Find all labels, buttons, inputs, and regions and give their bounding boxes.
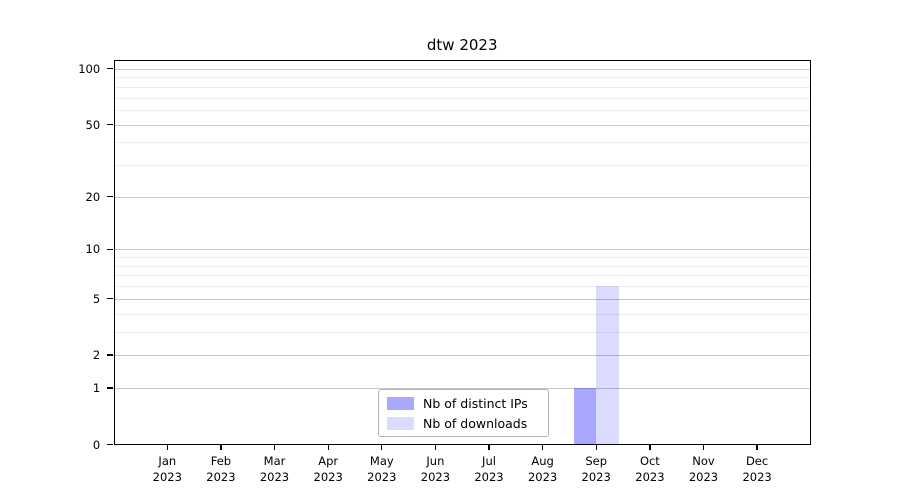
y-tick [107,443,113,446]
x-tick [220,444,222,450]
x-tick [381,444,383,450]
y-tick-label: 100 [78,61,101,76]
x-tick-label: Aug 2023 [527,453,558,485]
x-tick [756,444,758,450]
gridline-minor [113,77,811,79]
gridline-major [113,388,811,390]
bar-downloads [596,286,619,445]
x-tick [273,444,276,450]
y-tick-label: 0 [92,437,101,452]
gridline-minor [113,86,811,88]
y-tick-label: 50 [85,117,101,132]
x-tick [488,444,490,450]
legend: Nb of distinct IPs Nb of downloads [378,389,549,437]
x-tick-label: Feb 2023 [206,453,236,485]
gridline-major [113,249,811,251]
gridline-minor [113,165,811,166]
x-tick-label: Mar 2023 [259,453,290,485]
x-tick [434,444,437,450]
gridline-minor [113,265,811,267]
x-tick [166,444,168,450]
y-tick [107,68,113,70]
bar-distinct-ips [573,388,597,445]
gridline-minor [113,286,811,288]
gridline-minor [113,97,811,99]
x-tick [595,444,597,450]
x-tick-label: Jun 2023 [420,453,451,485]
y-tick-label: 10 [85,242,101,257]
x-tick-label: Nov 2023 [688,453,719,485]
legend-label-downloads: Nb of downloads [423,415,528,431]
x-tick-label: Sep 2023 [581,453,611,485]
y-tick-label: 20 [85,189,101,204]
x-tick-label: Jul 2023 [474,453,504,485]
x-tick-label: Apr 2023 [313,453,343,485]
gridline-minor [113,142,811,144]
gridline-minor [113,331,811,333]
gridline-minor [113,313,811,315]
x-tick [702,444,705,450]
y-tick [107,354,113,356]
x-tick-label: Dec 2023 [742,453,772,485]
y-tick [107,248,113,250]
gridline-minor [113,109,811,111]
y-tick-label: 2 [92,348,101,363]
gridline-major [113,196,811,198]
gridline-major [113,124,811,126]
legend-label-distinct-ips: Nb of distinct IPs [423,395,528,411]
y-tick-label: 1 [92,381,101,396]
x-tick-label: Jan 2023 [152,453,182,485]
y-tick [107,196,113,198]
gridline-major [113,298,811,300]
x-tick-label: May 2023 [367,453,397,485]
gridline-minor [113,257,811,259]
gridline-major [113,68,811,70]
legend-swatch-distinct-ips [387,396,414,410]
y-tick [107,387,113,389]
x-tick [541,444,544,450]
y-tick-label: 5 [92,291,101,306]
y-tick [107,298,113,300]
chart-title: dtw 2023 [426,36,498,54]
x-tick-label: Oct 2023 [635,453,665,485]
legend-swatch-downloads [387,416,414,430]
gridline-minor [113,275,811,277]
x-tick [649,444,651,450]
y-tick [107,123,113,126]
gridline-major [113,355,811,357]
plot-area [113,60,811,445]
legend-row-distinct-ips: Nb of distinct IPs [387,396,540,411]
legend-row-downloads: Nb of downloads [387,416,540,431]
x-tick [327,444,329,450]
plot-border [113,60,811,445]
